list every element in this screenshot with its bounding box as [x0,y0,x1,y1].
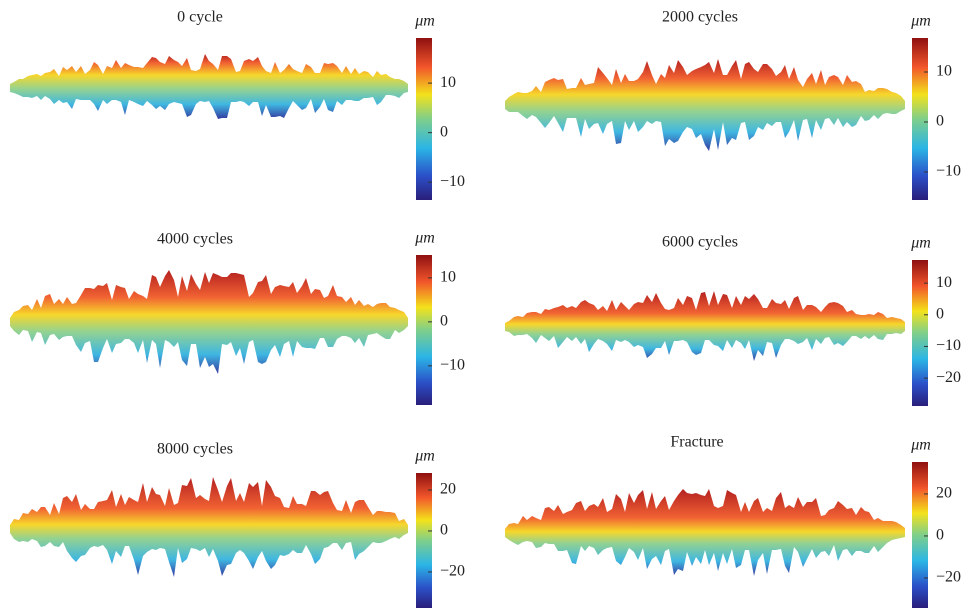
colorbar-unit: μm [910,437,931,454]
colorbar-tick-label: 0 [936,305,944,322]
colorbar [416,255,432,405]
colorbar [912,260,928,406]
colorbar-tick-label: 20 [440,481,456,498]
colorbar-tick-label: 0 [440,522,448,539]
surface [10,54,408,119]
colorbar-tick-label: 0 [936,113,944,130]
surface [10,477,408,577]
colorbar-tick-label: −10 [936,337,961,354]
surface [505,59,905,151]
colorbar-tick-label: 10 [440,269,456,286]
panel-title: 8000 cycles [157,441,233,458]
colorbar-tick-label: 20 [936,485,952,502]
surface [505,291,905,361]
colorbar-tick-label: 10 [936,274,952,291]
colorbar-tick-label: 10 [936,63,952,80]
colorbar-unit: μm [414,448,435,465]
colorbar-unit: μm [910,235,931,252]
colorbar [912,38,928,200]
colorbar-tick-label: −10 [936,163,961,180]
colorbar-unit: μm [414,230,435,247]
colorbar-tick-label: −20 [936,569,961,586]
panel-title: 4000 cycles [157,231,233,248]
colorbar-tick-label: −10 [440,173,465,190]
panel-title: Fracture [670,434,723,451]
colorbar-tick-label: −10 [440,357,465,374]
colorbar [912,462,928,608]
colorbar-tick-label: 0 [440,123,448,140]
colorbar [416,38,432,200]
colorbar-tick-label: 10 [440,74,456,91]
colorbar-tick-label: −20 [440,563,465,580]
surface [10,270,408,374]
colorbar-tick-label: 0 [936,527,944,544]
panel-title: 2000 cycles [662,9,738,26]
colorbar-tick-label: −20 [936,369,961,386]
panel-title: 6000 cycles [662,234,738,251]
colorbar-unit: μm [414,13,435,30]
colorbar [416,473,432,608]
panel-title: 0 cycle [177,9,223,26]
colorbar-tick-label: 0 [440,313,448,330]
colorbar-unit: μm [910,13,931,30]
surface [505,489,905,576]
